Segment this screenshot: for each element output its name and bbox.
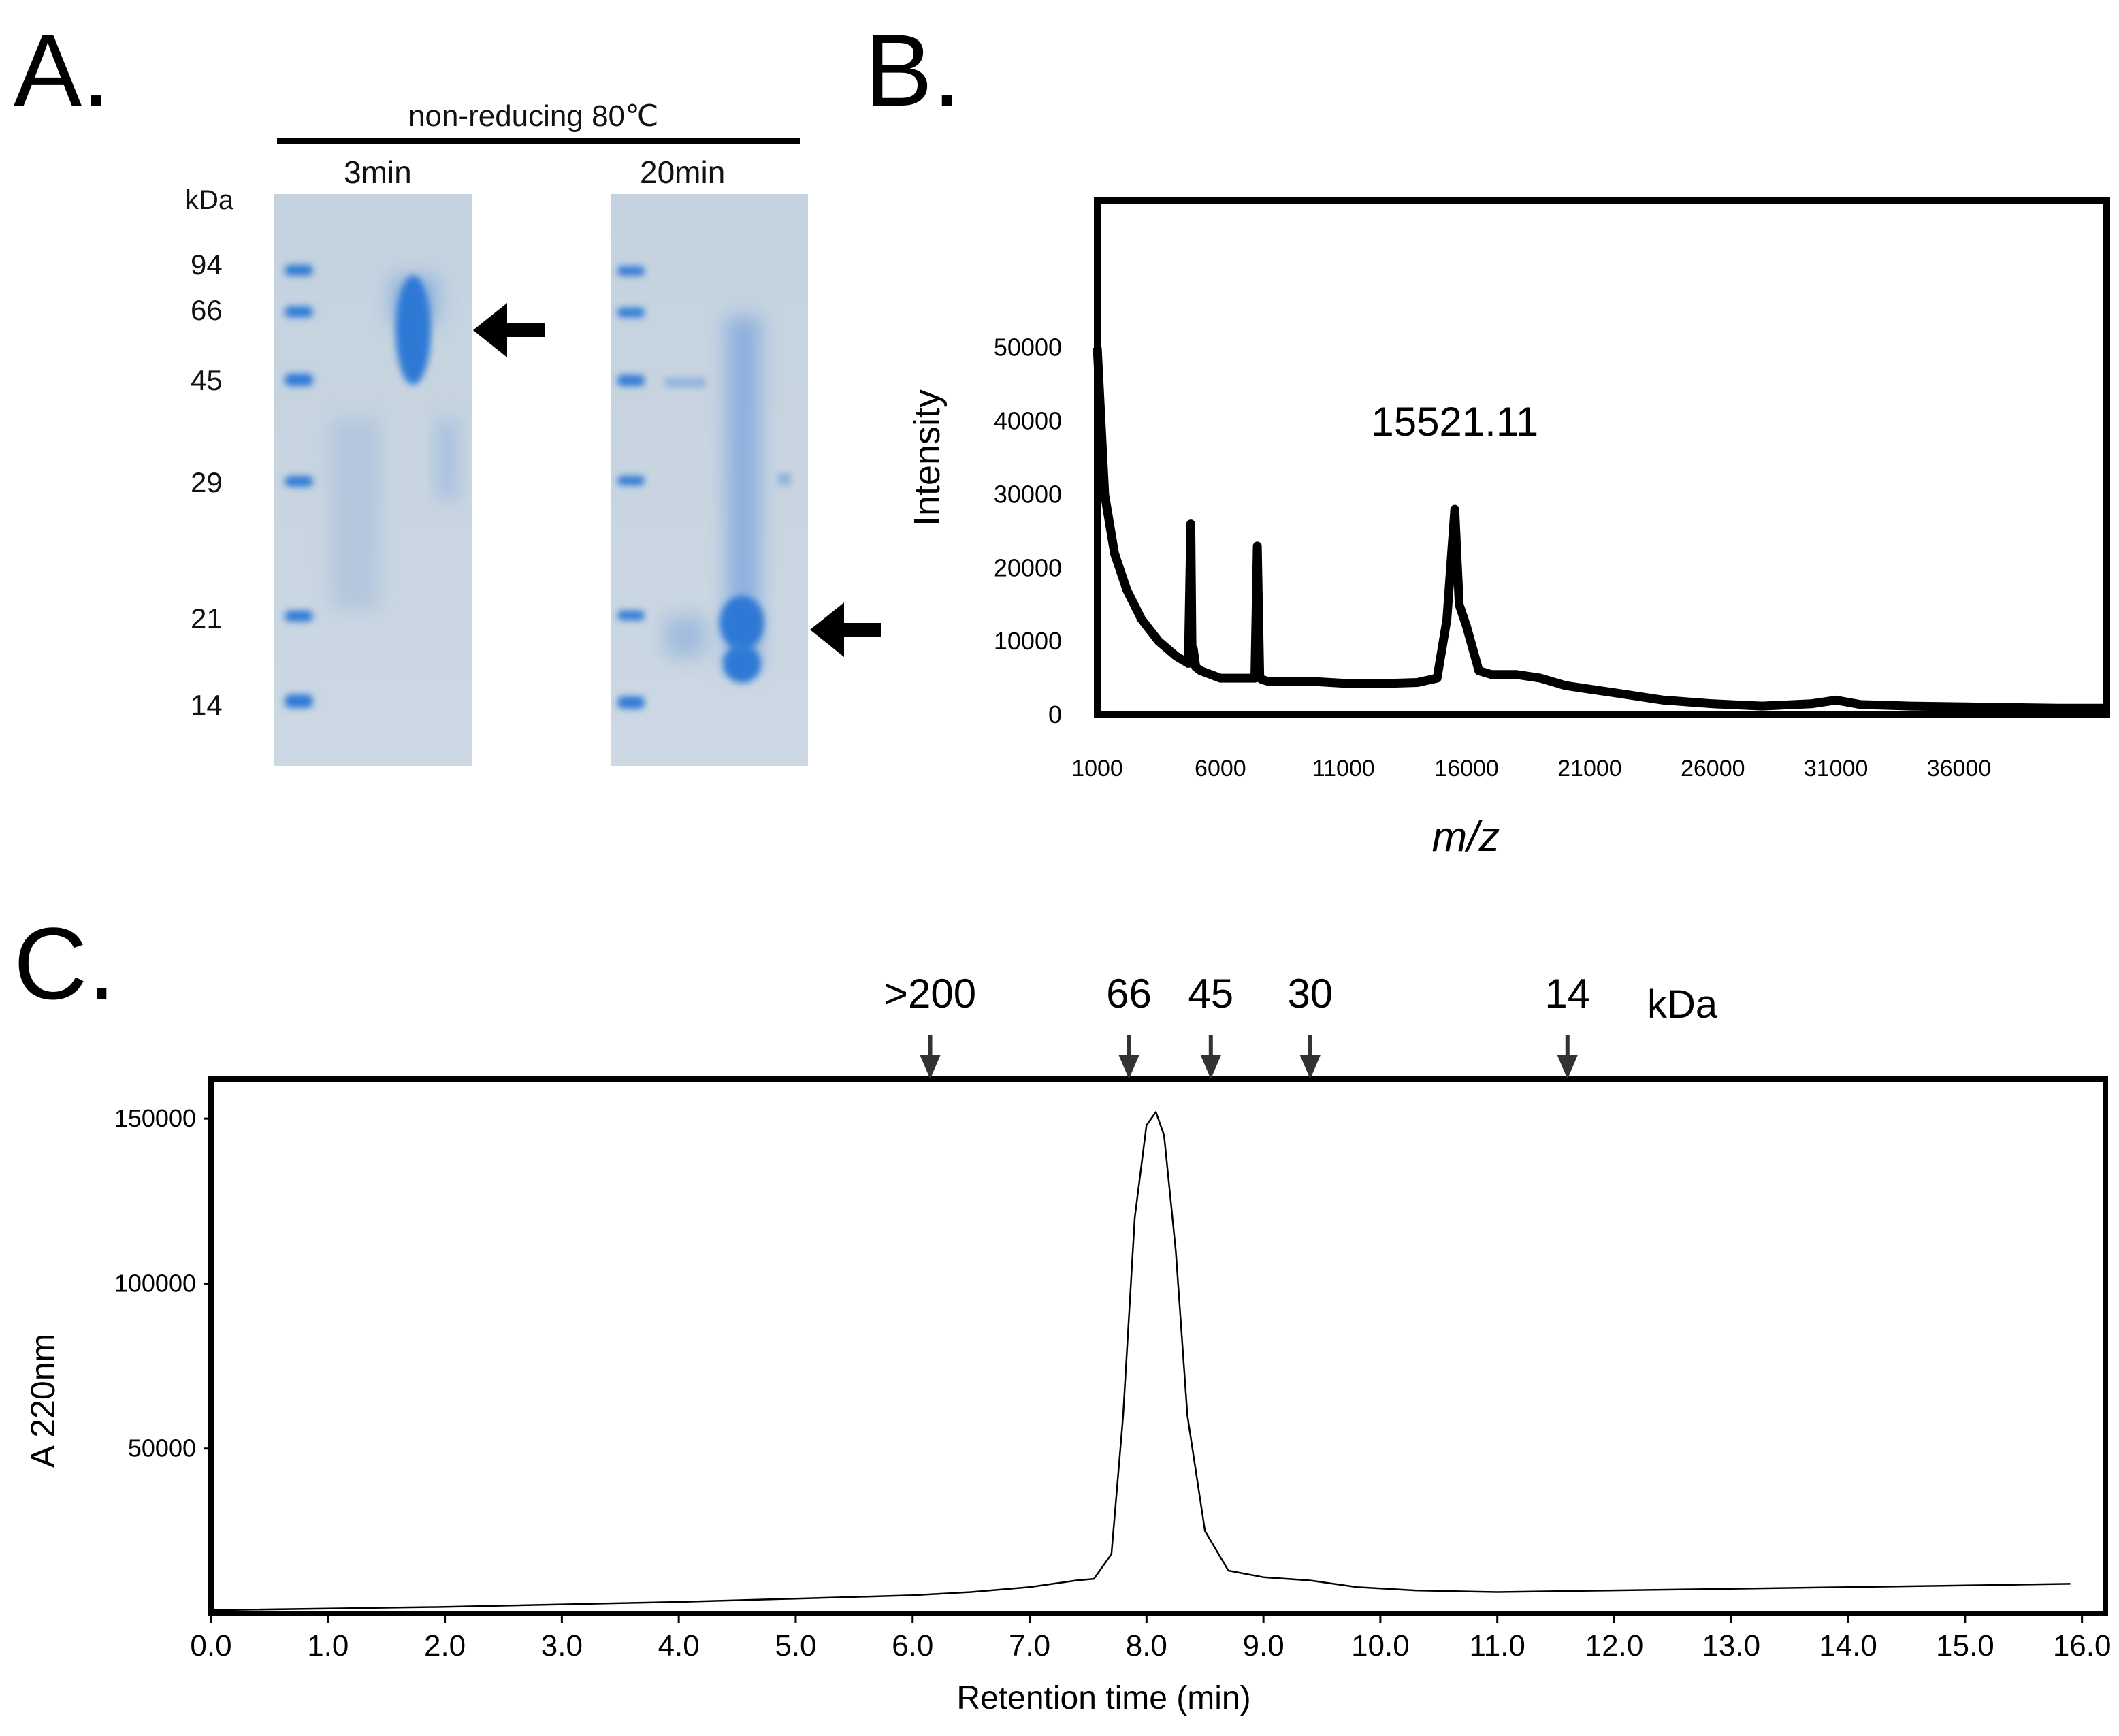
x-tick-label: 3.0 [541,1629,583,1662]
x-tick-label: 11000 [1312,756,1375,782]
band-faint-29 [777,473,791,485]
x-tick-label: 5.0 [775,1629,816,1662]
band-monomer-lower [723,645,761,683]
gel-image-20min [611,194,808,766]
x-tick-label: 7.0 [1009,1629,1050,1662]
lane-faint-smear [437,419,457,500]
x-tick-label: 13.0 [1702,1629,1760,1662]
band-dimer [395,276,431,385]
marker-label-29: 29 [191,466,223,498]
lane-background-smear [331,419,379,609]
size-marker-label: 30 [1287,971,1333,1016]
marker-label-94: 94 [191,248,223,280]
x-tick-label: 1000 [1071,756,1123,782]
y-tick-label: 100000 [114,1269,196,1297]
x-tick-label: 36000 [1927,756,1992,782]
y-tick-label: 150000 [114,1104,196,1132]
x-tick-label: 31000 [1804,756,1869,782]
x-tick-label: 0.0 [190,1629,231,1662]
panel-b-letter: B. [864,13,961,127]
y-axis-label: Intensity [907,389,948,526]
x-axis-label: Retention time (min) [956,1680,1250,1716]
gel-image-3min [274,194,472,766]
band-faint-45 [665,378,706,387]
plot-frame [208,1076,2108,1616]
y-tick-label: 50000 [128,1434,196,1462]
plot-frame [1094,197,2110,718]
sec-chromatogram-chart: 50000 100000 150000 0.0 1.0 2.0 3.0 4.0 5.0 6.0 7.… [24,971,2112,1716]
gel-condition-label: non-reducing 80℃ [408,99,659,133]
x-tick-label: 2.0 [424,1629,466,1662]
size-marker-arrow-icon [1299,1055,1321,1079]
x-tick-label: 6.0 [892,1629,933,1662]
lane-label-3min: 3min [344,155,412,190]
marker-unit-label: kDa [1647,982,1718,1027]
size-marker-arrow-icon [1557,1055,1578,1079]
marker-label-66: 66 [191,294,223,326]
size-marker-label: 14 [1544,971,1590,1016]
x-tick-label: 16.0 [2053,1629,2112,1662]
size-marker-label: >200 [884,971,976,1016]
lane-label-20min: 20min [640,155,726,190]
x-tick-label: 21000 [1557,756,1622,782]
x-tick-label: 8.0 [1126,1629,1167,1662]
x-tick-label: 4.0 [658,1629,700,1662]
spectrum-line [1093,347,2107,713]
size-marker-arrow-icon [1118,1055,1139,1079]
x-tick-label: 15.0 [1936,1629,1994,1662]
marker-label-14: 14 [191,689,223,721]
panel-c-letter: C. [14,906,116,1020]
size-marker-label: 66 [1106,971,1152,1016]
gel-20min-svg [611,194,808,766]
x-tick-label: 1.0 [307,1629,349,1662]
marker-label-21: 21 [191,602,223,634]
peak-annotation: 15521.11 [1371,399,1538,445]
x-tick-label: 11.0 [1470,1629,1525,1662]
x-tick-label: 14.0 [1819,1629,1877,1662]
y-tick-label: 20000 [994,553,1062,581]
x-tick-label: 26000 [1681,756,1745,782]
x-tick-label: 16000 [1434,756,1499,782]
ladder-bands [285,265,313,708]
size-marker-label: 45 [1188,971,1233,1016]
arrow-left-icon [473,303,545,357]
x-axis-label: m/z [1432,814,1500,861]
y-tick-label: 30000 [994,480,1062,508]
ladder-bands [617,266,645,709]
size-marker-arrow-icon [920,1055,941,1079]
y-tick-label: 40000 [994,407,1062,435]
x-tick-label: 9.0 [1243,1629,1284,1662]
size-marker-arrow-icon [1200,1055,1221,1079]
gel-unit-label: kDa [185,185,234,215]
arrow-left-icon [810,602,881,657]
mass-spectrum-chart: 0 10000 20000 30000 40000 50000 1000 6000 11000 1… [907,197,2110,861]
y-tick-label: 10000 [994,627,1062,655]
panel-a-letter: A. [14,13,110,127]
gel-3min-svg [274,194,472,766]
y-axis-label: A 220nm [24,1334,62,1468]
y-tick-label: 50000 [994,334,1062,361]
chromatogram-line [210,1111,2071,1611]
x-tick-label: 10.0 [1351,1629,1410,1662]
y-tick-label: 0 [1048,701,1062,728]
gel-condition-bar [277,138,800,144]
marker-label-45: 45 [191,364,223,396]
x-tick-label: 6000 [1195,756,1246,782]
band-monomer-upper [719,596,764,650]
band-faint-21 [665,616,706,657]
x-tick-label: 12.0 [1585,1629,1644,1662]
